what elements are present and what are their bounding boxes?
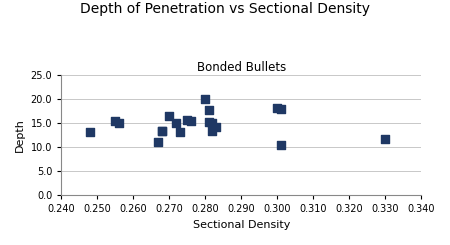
Point — [158, 129, 166, 133]
Point — [115, 121, 122, 125]
Point — [382, 137, 389, 141]
Point — [155, 140, 162, 144]
Point — [184, 119, 191, 122]
Point — [212, 125, 220, 129]
Point — [277, 143, 284, 147]
Point — [274, 106, 281, 110]
Point — [202, 97, 209, 101]
Point — [173, 121, 180, 125]
Point — [86, 130, 94, 134]
X-axis label: Sectional Density: Sectional Density — [193, 220, 290, 230]
Point — [166, 114, 173, 118]
Text: Depth of Penetration vs Sectional Density: Depth of Penetration vs Sectional Densit… — [80, 2, 370, 16]
Point — [205, 121, 212, 124]
Point — [176, 131, 184, 135]
Y-axis label: Depth: Depth — [15, 118, 25, 152]
Point — [209, 129, 216, 133]
Title: Bonded Bullets: Bonded Bullets — [197, 61, 286, 74]
Point — [112, 120, 119, 123]
Point — [277, 107, 284, 111]
Point — [209, 121, 216, 125]
Point — [187, 119, 194, 123]
Point — [158, 129, 166, 133]
Point — [205, 108, 212, 112]
